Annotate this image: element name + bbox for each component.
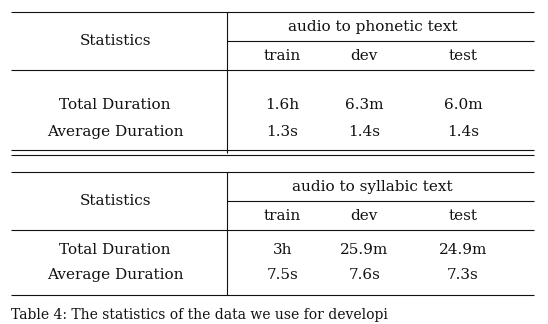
Text: 3h: 3h (272, 243, 292, 257)
Text: Table 4: The statistics of the data we use for developi: Table 4: The statistics of the data we u… (11, 308, 388, 322)
Text: train: train (264, 49, 301, 63)
Text: 24.9m: 24.9m (439, 243, 487, 257)
Text: 25.9m: 25.9m (340, 243, 389, 257)
Text: Total Duration: Total Duration (59, 98, 171, 112)
Text: Average Duration: Average Duration (47, 268, 184, 283)
Text: 1.4s: 1.4s (447, 124, 479, 139)
Text: train: train (264, 209, 301, 223)
Text: Total Duration: Total Duration (59, 243, 171, 257)
Text: 7.6s: 7.6s (349, 268, 380, 283)
Text: 1.6h: 1.6h (265, 98, 299, 112)
Text: dev: dev (351, 209, 378, 223)
Text: audio to phonetic text: audio to phonetic text (288, 20, 458, 34)
Text: 6.3m: 6.3m (345, 98, 384, 112)
Text: 6.0m: 6.0m (444, 98, 482, 112)
Text: Average Duration: Average Duration (47, 124, 184, 139)
Text: Statistics: Statistics (79, 34, 151, 48)
Text: 1.3s: 1.3s (266, 124, 298, 139)
Text: 7.3s: 7.3s (447, 268, 479, 283)
Text: dev: dev (351, 49, 378, 63)
Text: 7.5s: 7.5s (266, 268, 298, 283)
Text: audio to syllabic text: audio to syllabic text (292, 180, 453, 194)
Text: Statistics: Statistics (79, 194, 151, 208)
Text: 1.4s: 1.4s (349, 124, 380, 139)
Text: test: test (449, 209, 477, 223)
Text: test: test (449, 49, 477, 63)
